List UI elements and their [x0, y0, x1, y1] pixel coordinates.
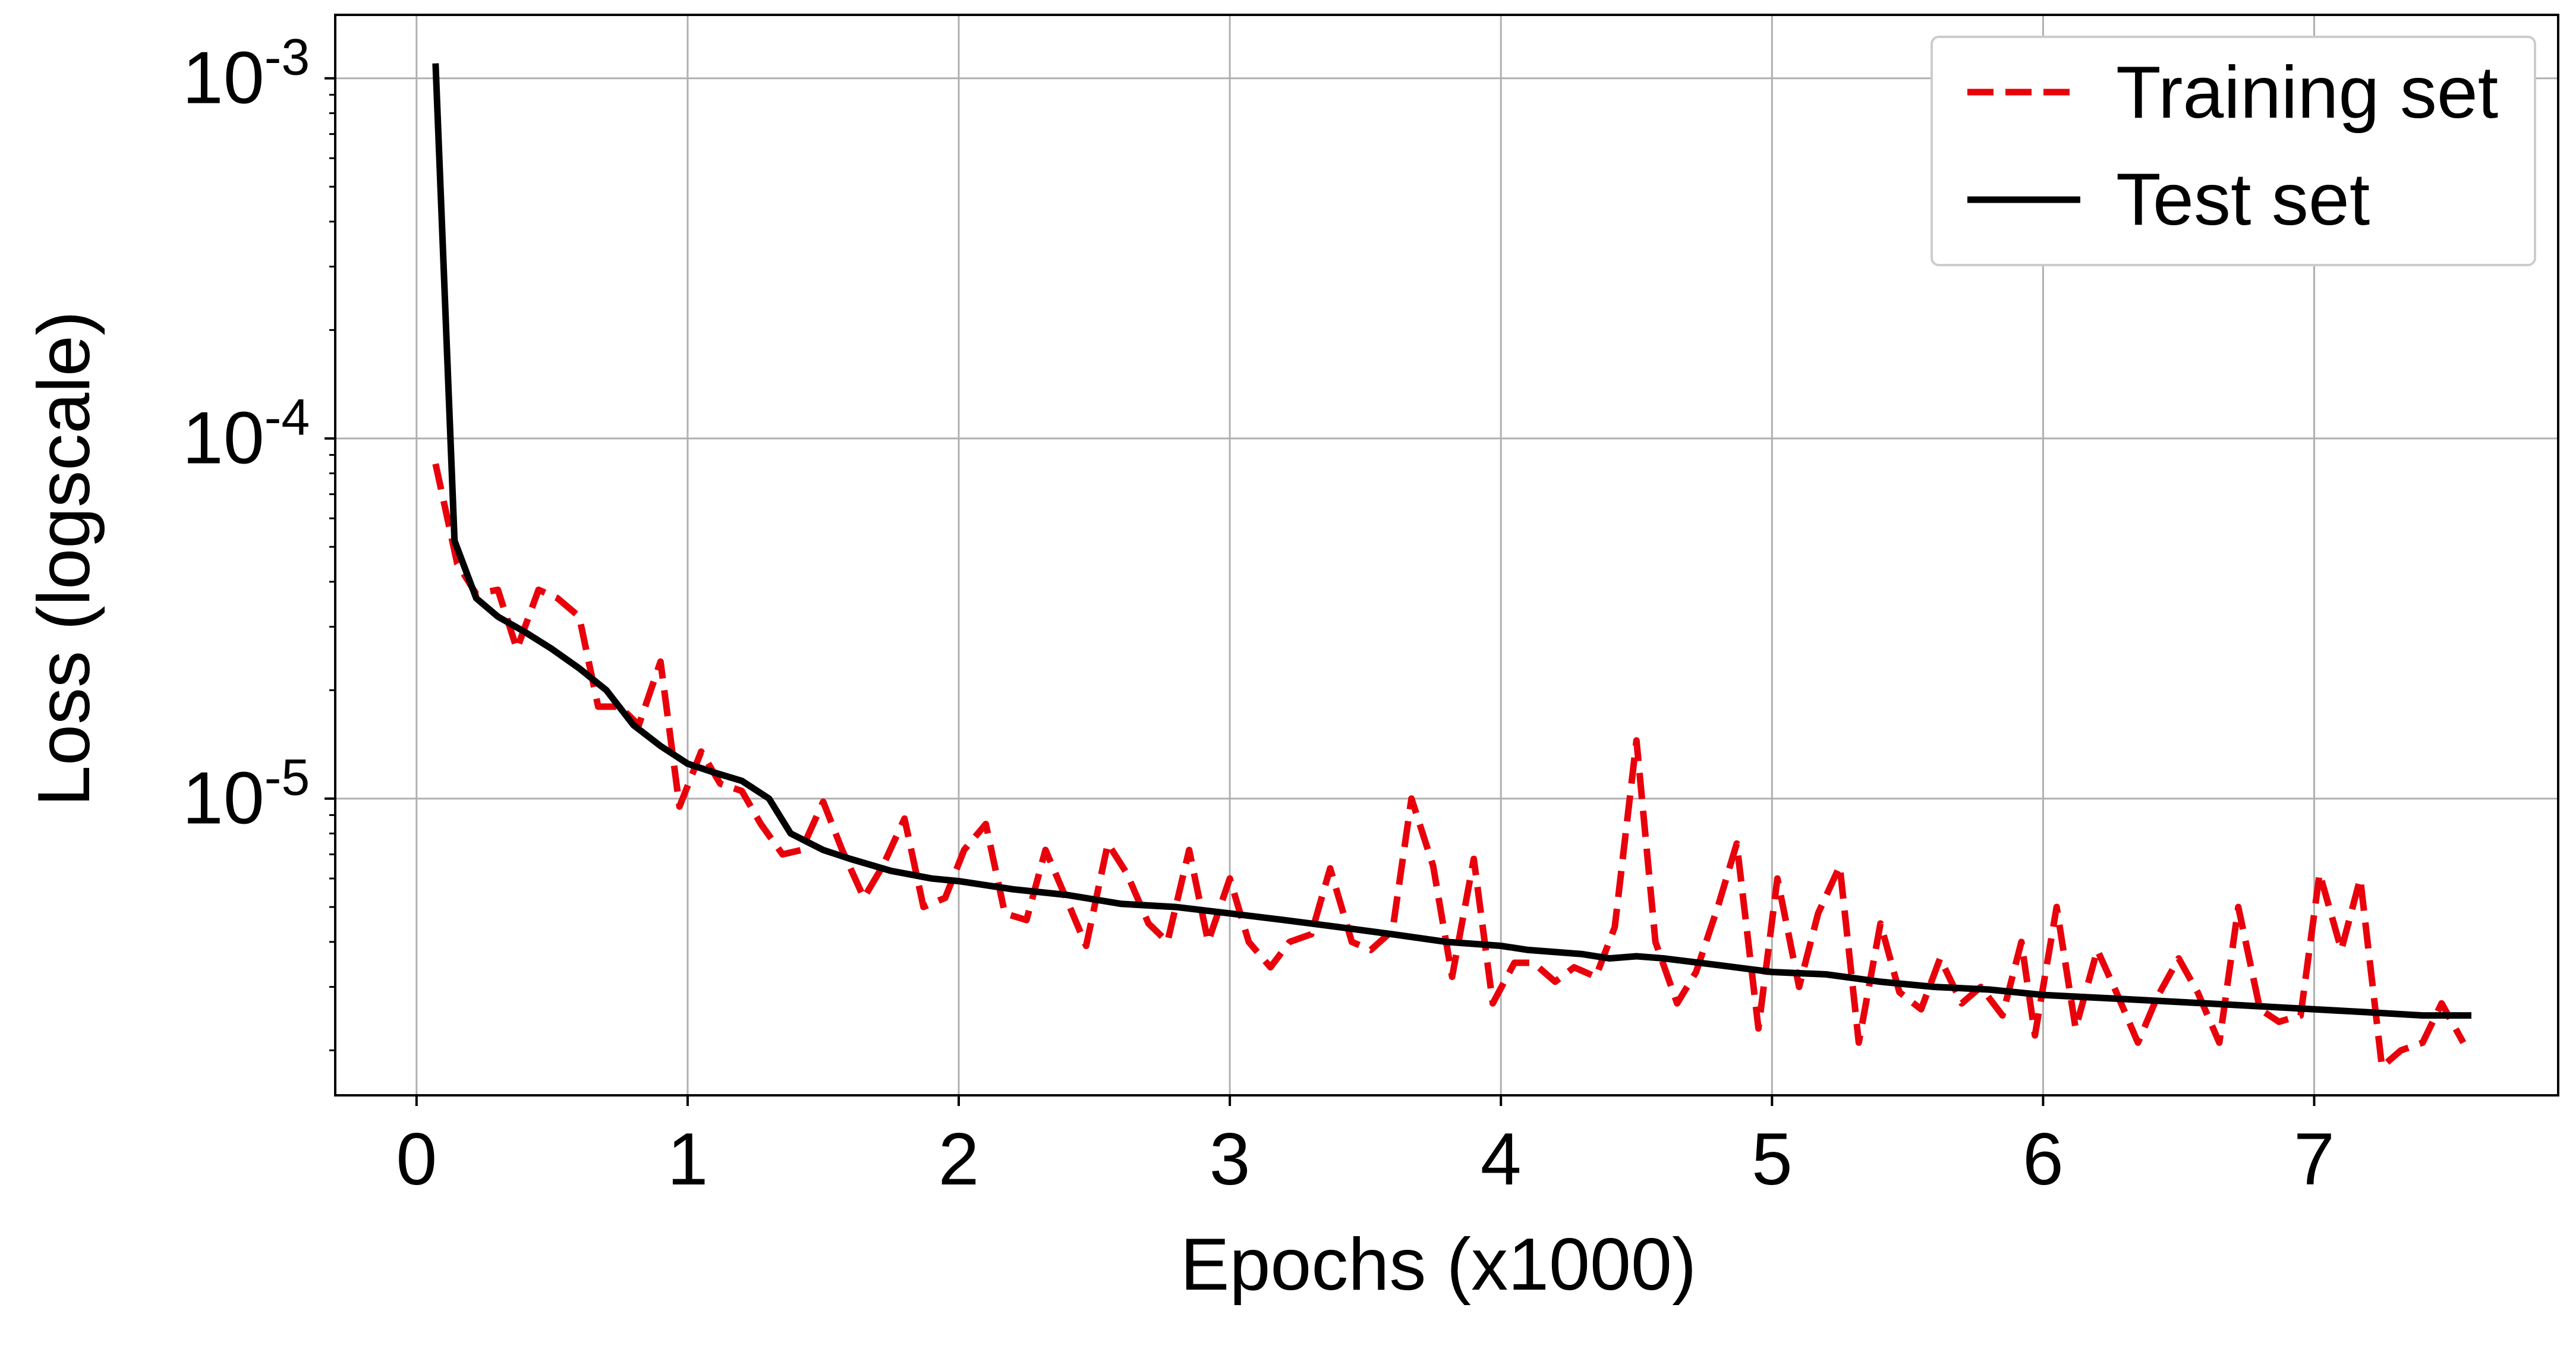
legend: Training set Test set: [1931, 36, 2536, 266]
y-axis-ticks: 10-3 10-4 10-5: [182, 29, 335, 840]
y-axis-label: Loss (logscale): [23, 311, 105, 806]
x-tick-label: 0: [396, 1118, 437, 1201]
series-layer: [432, 63, 2471, 1070]
legend-label-test: Test set: [2116, 159, 2370, 241]
y-tick-label: 10-4: [182, 389, 310, 480]
x-tick-label: 5: [1752, 1118, 1793, 1201]
legend-box: [1931, 36, 2536, 266]
plot-frame: [334, 14, 2559, 1097]
x-tick-label: 7: [2294, 1118, 2335, 1201]
series-line: [432, 463, 2467, 1070]
x-tick-label: 1: [667, 1118, 708, 1201]
x-tick-label: 3: [1210, 1118, 1251, 1201]
y-tick-label: 10-5: [182, 749, 310, 840]
legend-label-training: Training set: [2116, 52, 2498, 134]
x-axis-ticks: 0 1 2 3 4 5 6 7: [396, 1095, 2335, 1201]
x-axis-label: Epochs (x1000): [1180, 1224, 1696, 1306]
x-tick-label: 6: [2023, 1118, 2064, 1201]
x-tick-label: 4: [1481, 1118, 1522, 1201]
series-test-set: [432, 63, 2471, 1019]
series-training-set: [432, 463, 2467, 1070]
x-tick-label: 2: [939, 1118, 980, 1201]
y-tick-label: 10-3: [182, 29, 310, 119]
series-line: [432, 63, 2471, 1019]
